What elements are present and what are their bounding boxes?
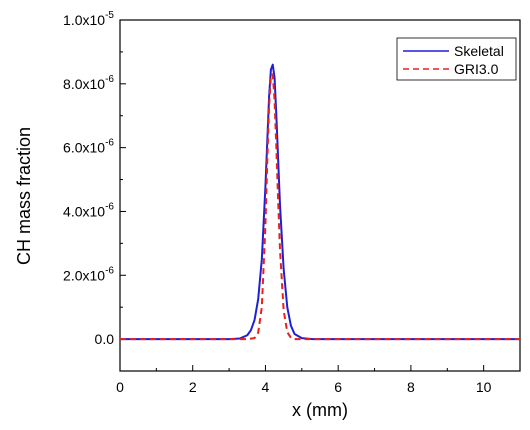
series-line-skeletal [120,63,520,341]
x-tick-label: 10 [476,379,492,395]
y-tick-mantissa: 1.0x10 [63,12,105,28]
y-tick-label: 1.0x10-5 [63,10,114,28]
legend-box [396,37,517,81]
y-tick-label: 8.0x10-6 [63,74,114,92]
y-tick-exponent: -6 [105,201,114,212]
y-tick-mantissa: 8.0x10 [63,76,105,92]
x-axis-label: x (mm) [292,400,348,420]
y-tick-mantissa: 2.0x10 [63,267,105,283]
y-tick-mantissa: 6.0x10 [63,140,105,156]
y-axis-label: CH mass fraction [14,127,34,265]
x-axis-ticks: 0 2 4 6 8 10 [116,365,492,395]
legend-label-gri30: GRI3.0 [454,61,499,77]
x-tick-label: 0 [116,379,124,395]
y-tick-label: 0.0 [95,331,115,347]
legend-label-skeletal: Skeletal [454,43,504,59]
y-tick-exponent: -6 [105,138,114,149]
plot-frame [119,19,521,372]
x-tick-label: 4 [262,379,270,395]
y-tick-exponent: -6 [105,74,114,85]
x-tick-label: 8 [407,379,415,395]
y-tick-label: 4.0x10-6 [63,201,114,219]
y-axis-ticks: 0.02.0x10-64.0x10-66.0x10-68.0x10-61.0x1… [63,10,126,347]
series-line-gri30 [120,73,520,341]
y-tick-exponent: -5 [105,10,114,21]
y-tick-mantissa: 4.0x10 [63,203,105,219]
series-layer [120,63,520,341]
x-tick-label: 6 [334,379,342,395]
legend: Skeletal GRI3.0 [396,37,517,81]
y-tick-exponent: -6 [105,265,114,276]
y-tick-label: 2.0x10-6 [63,265,114,283]
y-tick-label: 6.0x10-6 [63,138,114,156]
x-tick-label: 2 [189,379,197,395]
